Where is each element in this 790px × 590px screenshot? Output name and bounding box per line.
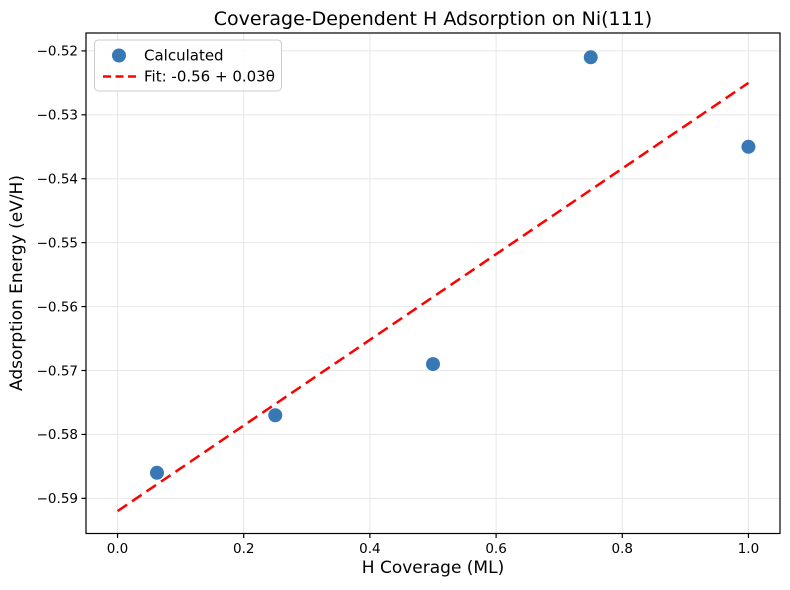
- plot-border: [85, 32, 781, 535]
- data-layer: [116, 50, 756, 513]
- data-point: [741, 139, 756, 154]
- legend-label: Calculated: [144, 47, 224, 65]
- data-point: [149, 465, 164, 480]
- grid-layer: [86, 33, 780, 534]
- x-tick-label: 0.6: [485, 541, 506, 557]
- y-axis-label: Adsorption Energy (eV/H): [7, 175, 27, 391]
- y-tick-label: −0.55: [37, 235, 78, 251]
- data-point: [583, 50, 598, 65]
- axes-layer: 0.0 0.2 0.4 0.6 0.8 1.0 −0.52 −0.53 −0.54 −0.55 −0…: [37, 32, 781, 557]
- x-tick-label: 1.0: [738, 541, 759, 557]
- fit-line: [116, 81, 750, 513]
- y-tick-label: −0.56: [37, 299, 78, 315]
- legend-label: Fit: -0.56 + 0.03θ: [144, 68, 275, 86]
- chart-title: Coverage-Dependent H Adsorption on Ni(11…: [214, 8, 652, 30]
- y-tick-label: −0.59: [37, 491, 78, 507]
- legend: Calculated Fit: -0.56 + 0.03θ: [94, 39, 282, 92]
- y-tick-label: −0.54: [37, 172, 78, 188]
- x-tick-label: 0.0: [107, 541, 128, 557]
- data-point: [268, 408, 283, 423]
- data-point: [426, 357, 440, 372]
- x-tick-label: 0.2: [233, 541, 254, 557]
- legend-marker-icon: [112, 48, 126, 63]
- y-tick-label: −0.53: [37, 108, 78, 124]
- legend-box: [94, 39, 282, 92]
- y-tick-label: −0.52: [37, 44, 78, 60]
- x-axis-label: H Coverage (ML): [362, 558, 504, 578]
- x-tick-label: 0.4: [359, 541, 380, 557]
- y-tick-label: −0.58: [37, 427, 78, 443]
- y-tick-label: −0.57: [37, 363, 78, 379]
- x-tick-label: 0.8: [612, 541, 633, 557]
